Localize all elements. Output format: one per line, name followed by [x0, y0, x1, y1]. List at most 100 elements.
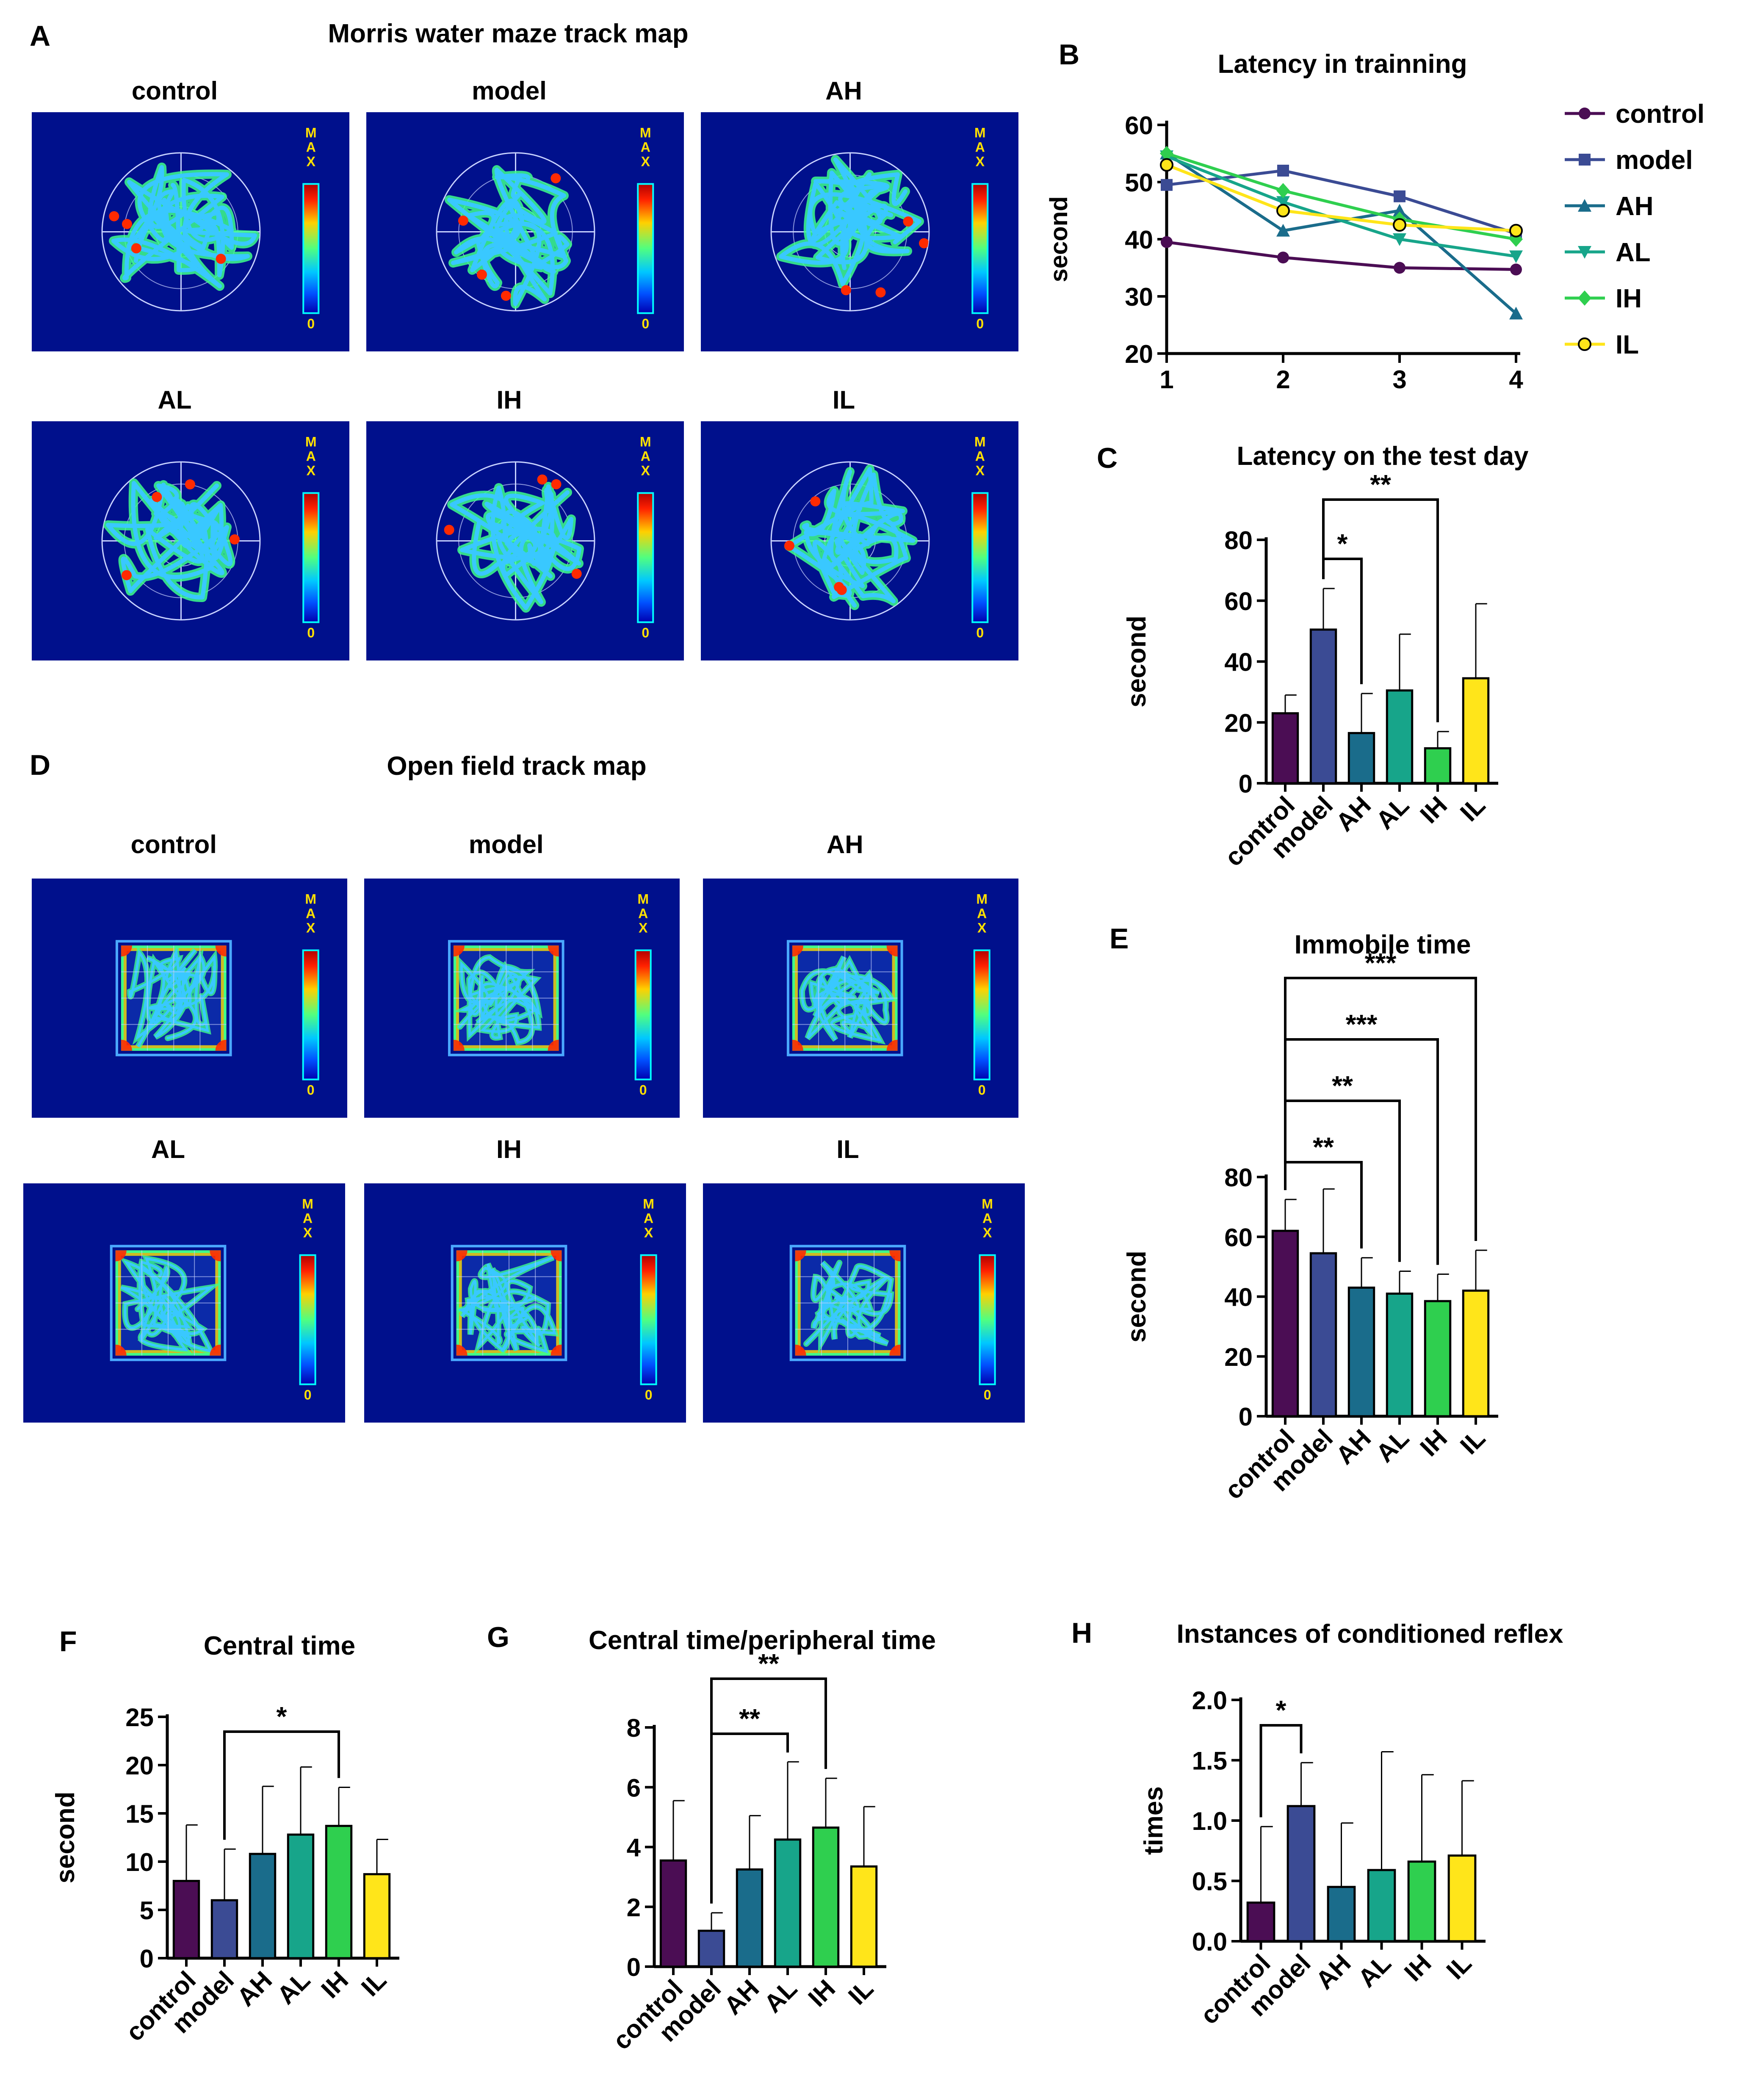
- x-tick-label: 3: [1392, 365, 1406, 394]
- hotspot: [841, 285, 851, 296]
- field-border: [448, 940, 564, 1056]
- y-tick-label: 5: [140, 1896, 154, 1925]
- y-tick-label: 4: [627, 1834, 641, 1862]
- data-point-control: [1277, 251, 1289, 264]
- significance-label: *: [277, 1701, 287, 1732]
- swim-path: [447, 168, 570, 306]
- x-tick-label: 4: [1509, 365, 1523, 394]
- y-tick-label: 40: [1125, 226, 1153, 254]
- track-map-label: control: [132, 77, 218, 105]
- swim-path: [106, 481, 233, 600]
- walk-path: [459, 956, 540, 1044]
- y-tick-label: 60: [1224, 587, 1253, 616]
- y-axis-label: second: [1122, 616, 1151, 707]
- scale-min-label: 0: [307, 316, 315, 332]
- bar-IH: [812, 1826, 840, 1968]
- track-map-IH: IH MAX 0: [366, 386, 684, 660]
- x-tick-label-IL: IL: [843, 1974, 879, 2010]
- scale-max-letter: X: [306, 920, 315, 936]
- central-time-bar-chart: Central timesecond0510152025controlmodel…: [51, 1631, 399, 2047]
- y-tick-label: 20: [1125, 340, 1153, 368]
- swim-path-group: [784, 464, 918, 610]
- scale-min-label: 0: [642, 625, 649, 641]
- series-line-IH: [1166, 152, 1516, 241]
- swim-path-group: [776, 155, 929, 298]
- scale-min-label: 0: [976, 316, 984, 332]
- x-tick-label-IL: IL: [1455, 791, 1491, 827]
- bar-AL: [774, 1838, 802, 1968]
- x-tick-label-IL: IL: [1455, 1424, 1491, 1460]
- hotspot: [784, 540, 794, 551]
- y-tick-label: 0: [1239, 1403, 1253, 1431]
- series-control: control: [1161, 99, 1704, 276]
- scale-max-letter: A: [306, 449, 316, 464]
- immobile-time-bar-chart: Immobile timesecond020406080controlmodel…: [1122, 930, 1498, 1505]
- y-tick-label: 15: [125, 1800, 154, 1828]
- scale-max-letter: M: [974, 125, 986, 141]
- bar-model: [210, 1899, 238, 1959]
- swim-path: [450, 484, 581, 610]
- track-map-IL: IL MAX 0: [701, 386, 1018, 660]
- hotspot: [185, 479, 195, 490]
- significance-label: *: [1337, 528, 1348, 559]
- y-tick-label: 80: [1224, 526, 1253, 555]
- corner-hotspot: [115, 1250, 127, 1262]
- y-axis-label: second: [51, 1791, 80, 1883]
- x-tick-label-AH: AH: [232, 1966, 278, 2012]
- data-point-IL: [1509, 224, 1523, 238]
- y-tick-label: 2: [627, 1893, 641, 1922]
- chart-title: Central time/peripheral time: [589, 1626, 936, 1655]
- legend-label-control: control: [1616, 99, 1704, 129]
- significance-label: **: [1370, 469, 1391, 500]
- scale-max-letter: X: [639, 920, 648, 936]
- x-tick-label-IH: IH: [802, 1974, 841, 2012]
- corner-hotspot: [886, 945, 898, 957]
- y-tick-label: 25: [125, 1703, 154, 1732]
- field-border: [786, 940, 903, 1056]
- corner-hotspot: [795, 1344, 806, 1356]
- corner-hotspot: [456, 1250, 468, 1262]
- panel-letter-F: F: [59, 1625, 77, 1658]
- hotspot: [121, 570, 132, 580]
- bar-AH: [736, 1868, 764, 1968]
- field-border: [115, 940, 232, 1056]
- legend-marker-control: [1579, 108, 1591, 119]
- legend-marker-IL: [1578, 337, 1591, 351]
- x-tick-label-AH: AH: [1331, 791, 1377, 837]
- scale-max-letter: A: [306, 140, 316, 155]
- scale-min-label: 0: [642, 316, 649, 332]
- scale-max-letter: X: [976, 154, 985, 169]
- bar-AL: [1386, 1292, 1414, 1418]
- scale-bar: [973, 949, 990, 1080]
- scale-min-label: 0: [645, 1387, 653, 1403]
- significance-label: **: [1313, 1132, 1334, 1162]
- bar-model: [1309, 1252, 1337, 1418]
- chart-title: Instances of conditioned reflex: [1177, 1619, 1563, 1649]
- scale-bar: [979, 1254, 996, 1385]
- bar-IL: [1462, 1289, 1490, 1418]
- bar-model: [697, 1929, 725, 1968]
- track-map-control: control MAX 0: [32, 830, 347, 1118]
- track-map-AL: AL MAX 0: [32, 386, 349, 660]
- scale-max-letter: A: [641, 449, 650, 464]
- corner-hotspot: [792, 1039, 803, 1051]
- series-line-AL: [1166, 155, 1516, 258]
- scale-max-letter: A: [644, 1211, 653, 1226]
- bar-AL: [1367, 1869, 1396, 1942]
- scale-bar: [637, 183, 654, 314]
- bar-IL: [850, 1865, 878, 1968]
- swim-path-group: [444, 474, 584, 613]
- scale-bar: [302, 492, 320, 623]
- scale-max-letter: M: [305, 125, 317, 141]
- swim-path: [111, 165, 257, 288]
- y-tick-label: 20: [125, 1752, 154, 1780]
- bar-IL: [1462, 677, 1490, 785]
- y-tick-label: 0.5: [1192, 1868, 1227, 1896]
- panel-letter-D: D: [30, 749, 50, 781]
- bar-IH: [325, 1825, 353, 1959]
- panel-letter-C: C: [1097, 442, 1118, 474]
- corner-hotspot: [792, 945, 803, 957]
- data-point-IH: [1276, 183, 1290, 199]
- series-AH: AH: [1160, 146, 1654, 320]
- bar-IH: [1424, 1300, 1452, 1418]
